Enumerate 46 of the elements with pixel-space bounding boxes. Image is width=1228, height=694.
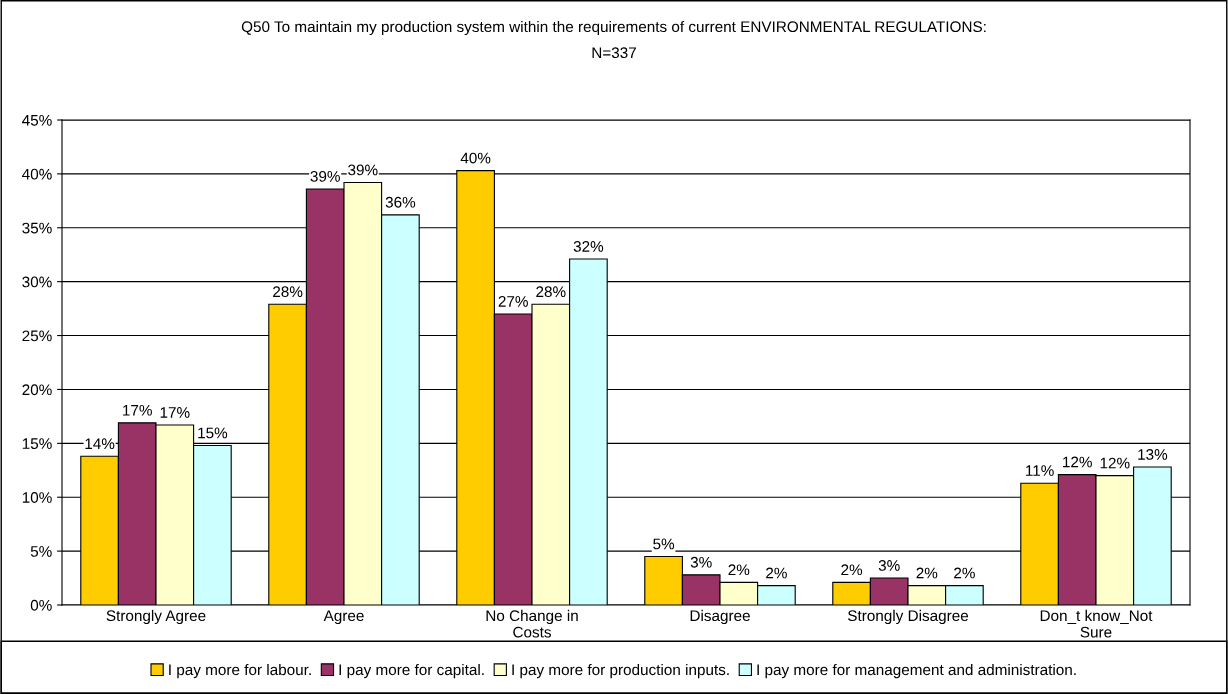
y-tick-label: 30% [22,276,52,288]
data-label: 36% [385,196,416,208]
data-label: 32% [573,241,604,252]
chart-subtitle: N=337 [592,47,636,59]
data-label: 2% [728,564,750,576]
y-tick-label: 45% [22,114,52,126]
data-label: 11% [1026,465,1054,476]
data-label: 2% [916,567,938,579]
data-label: 27% [498,296,528,307]
data-label: 17% [160,407,190,418]
data-label: 39% [348,164,378,176]
y-tick-label: 10% [22,492,52,503]
data-label: 2% [954,567,975,579]
legend-label: I pay more for management and administration. [757,663,1076,679]
y-tick-label: 20% [22,384,52,396]
data-label: 2% [766,567,787,579]
data-label: 28% [536,286,566,298]
data-label: 17% [123,404,152,416]
data-label: 28% [273,286,303,298]
data-label: 12% [1063,456,1092,468]
x-tick-label: Strongly Disagree [847,609,969,625]
legend-label: I pay more for capital. [339,663,484,679]
x-tick-label: Strongly Agree [106,609,206,625]
legend-label: I pay more for labour. [169,663,311,679]
data-label: 2% [841,564,863,576]
y-tick-label: 35% [22,222,52,234]
y-tick-label: 5% [30,546,52,557]
y-tick-label: 0% [30,599,52,611]
data-label: 14% [85,438,115,450]
y-tick-label: 25% [22,330,52,342]
x-tick-label: Disagree [690,609,750,625]
data-label: 39% [310,170,340,182]
data-label: 12% [1100,457,1130,469]
y-tick-label: 40% [22,168,52,180]
chart-title: Q50 To maintain my production system within the requirements of current ENVIRONMENTAL REGULATIONS: [241,20,986,36]
legend-label: I pay more for production inputs. [512,663,729,679]
x-tick-label: Agree [323,610,364,625]
data-label: 5% [653,538,675,550]
data-label: 40% [460,152,491,164]
data-label: 13% [1138,449,1168,460]
y-tick-label: 15% [22,438,52,450]
x-tick-label: Don_t know_Not Sure [1040,609,1153,638]
data-label: 15% [198,427,228,439]
data-label: 3% [878,560,900,571]
data-label: 3% [690,556,712,568]
x-tick-label: No Change in Costs [486,609,578,638]
